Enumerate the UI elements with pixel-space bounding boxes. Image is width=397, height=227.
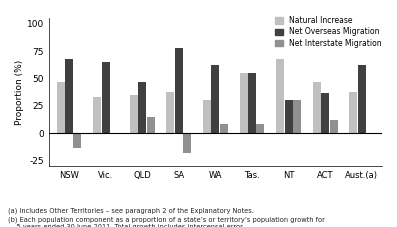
Bar — [175, 48, 183, 133]
Bar — [130, 95, 138, 133]
Bar — [57, 82, 65, 133]
Bar — [276, 59, 284, 133]
Text: (b) Each population component as a proportion of a state’s or territory’s popula: (b) Each population component as a propo… — [8, 216, 325, 223]
Bar — [256, 123, 264, 133]
Y-axis label: Proportion (%): Proportion (%) — [15, 60, 24, 125]
Bar — [138, 82, 146, 133]
Bar — [212, 65, 220, 133]
Bar — [240, 73, 248, 133]
Bar — [203, 101, 211, 133]
Bar — [102, 62, 110, 133]
Text: (a) Includes Other Territories – see paragraph 2 of the Explanatory Notes.: (a) Includes Other Territories – see par… — [8, 208, 254, 214]
Bar — [285, 101, 293, 133]
Bar — [293, 101, 301, 133]
Bar — [349, 92, 357, 133]
Bar — [73, 133, 81, 148]
Bar — [330, 120, 338, 133]
Bar — [220, 123, 228, 133]
Bar — [313, 82, 321, 133]
Text: 5 years ended 30 June 2011. Total growth includes intercensal error.: 5 years ended 30 June 2011. Total growth… — [8, 224, 244, 227]
Legend: Natural Increase, Net Overseas Migration, Net Interstate Migration: Natural Increase, Net Overseas Migration… — [275, 16, 382, 48]
Bar — [93, 97, 101, 133]
Bar — [358, 65, 366, 133]
Bar — [248, 73, 256, 133]
Bar — [65, 59, 73, 133]
Bar — [183, 133, 191, 153]
Bar — [321, 93, 329, 133]
Bar — [166, 92, 174, 133]
Bar — [146, 117, 155, 133]
